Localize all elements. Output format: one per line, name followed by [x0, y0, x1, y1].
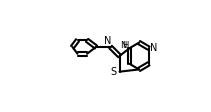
Text: S: S	[110, 67, 116, 77]
Text: N: N	[104, 36, 111, 46]
Text: N: N	[150, 43, 157, 53]
Text: N: N	[120, 41, 126, 50]
Text: H: H	[122, 41, 129, 50]
